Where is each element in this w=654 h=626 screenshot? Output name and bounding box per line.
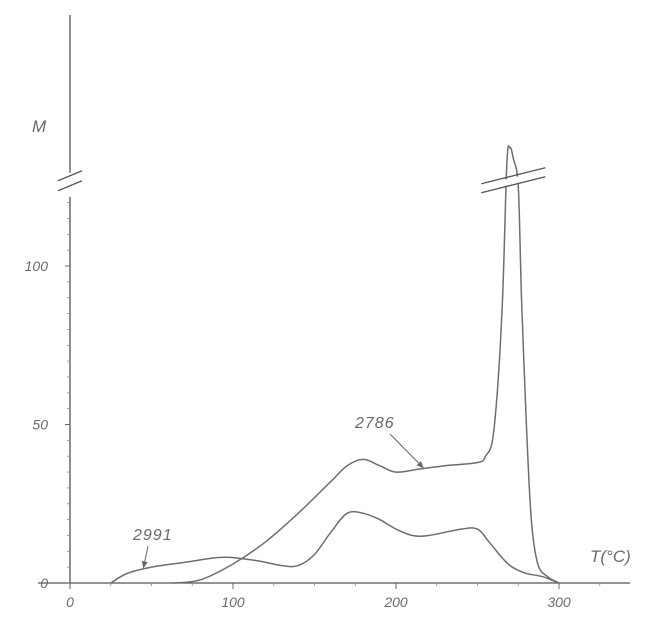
x-axis-label: T(°C) [590, 547, 631, 566]
y-ticks: 0 50 100 [25, 258, 70, 591]
annotations: 2786 2991 [132, 415, 425, 569]
series-line-2991 [110, 510, 560, 584]
series-group [110, 145, 560, 584]
x-tick-label: 200 [383, 594, 408, 610]
labels: M T(°C) [32, 117, 631, 566]
y-axis-label: M [32, 117, 47, 136]
y-break-slash-lower [57, 180, 83, 192]
y-break-slash-upper [57, 170, 83, 182]
y-tick-label: 0 [40, 575, 48, 591]
annotation-arrowhead-2786 [416, 461, 424, 469]
x-tick-label: 100 [221, 594, 245, 610]
peak-break-gap [480, 169, 547, 192]
x-tick-label: 300 [547, 594, 571, 610]
series-line-2786 [171, 145, 560, 584]
annotation-arrow-2786 [389, 433, 425, 469]
peak-break-mark [480, 167, 547, 194]
series-label-2786: 2786 [354, 415, 395, 432]
series-label-2991: 2991 [132, 527, 173, 544]
axes: 0 100 200 300 0 50 100 [25, 15, 630, 610]
peak-break-slash-upper [481, 167, 546, 185]
y-tick-label: 100 [25, 258, 49, 274]
y-minor-ticks [67, 202, 70, 568]
x-ticks: 0 100 200 300 [66, 583, 601, 610]
x-tick-label: 0 [66, 594, 74, 610]
peak-break-slash-lower [481, 176, 546, 194]
y-tick-label: 50 [32, 417, 48, 433]
y-axis-break-mark [57, 170, 83, 192]
annotation-arrowhead-2991 [141, 560, 148, 569]
